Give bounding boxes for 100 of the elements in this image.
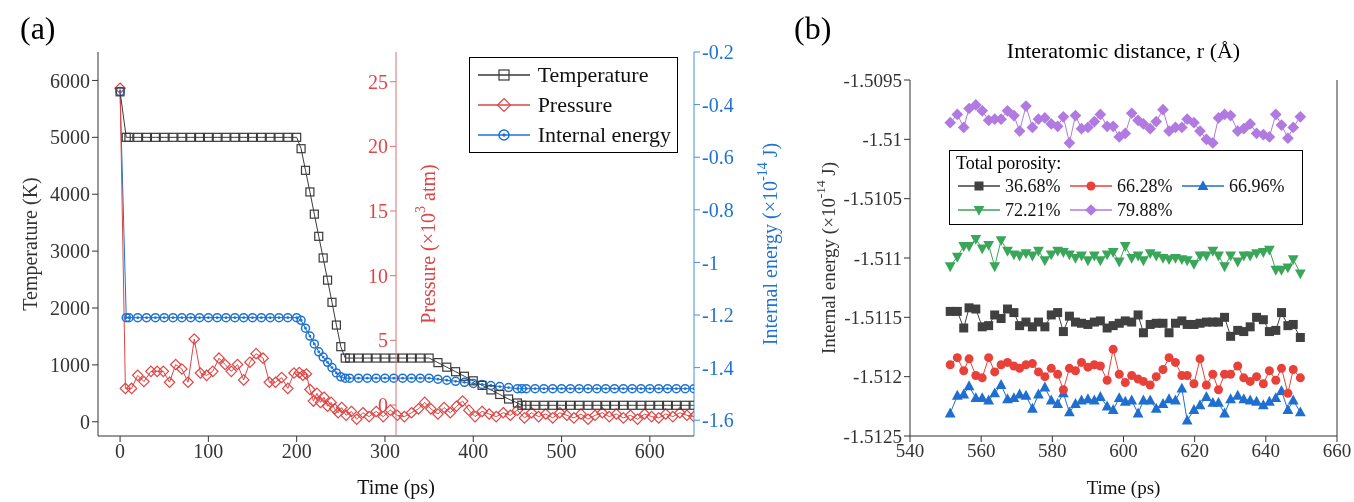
point — [1133, 310, 1143, 320]
point — [1063, 137, 1076, 149]
y2-tick-label: 15 — [368, 200, 388, 223]
point — [989, 387, 1001, 398]
y-tick-label: -1.5105 — [843, 188, 902, 210]
y-tick-label: -1.51 — [862, 129, 902, 151]
point — [1113, 392, 1125, 403]
point — [1064, 250, 1075, 261]
point — [1052, 398, 1064, 409]
point — [963, 380, 975, 391]
point — [951, 108, 964, 121]
legend-label: 72.21% — [1005, 199, 1061, 221]
point — [1195, 354, 1205, 364]
x-tick-label: 100 — [193, 440, 224, 463]
y2-tick-label: 20 — [368, 135, 388, 158]
point — [1214, 385, 1224, 395]
point — [1245, 376, 1255, 386]
y2-tick-label: 10 — [368, 264, 388, 287]
point — [1287, 255, 1299, 266]
point — [1181, 414, 1193, 425]
y2-tick-label: 25 — [368, 70, 388, 93]
point — [1225, 251, 1237, 262]
point — [1027, 359, 1037, 369]
point — [983, 240, 995, 251]
point — [1070, 398, 1081, 409]
point — [1157, 398, 1169, 409]
point — [952, 306, 962, 316]
y-axis-title: Temperature (K) — [19, 177, 42, 311]
point — [952, 353, 962, 363]
point — [1095, 361, 1105, 371]
point — [1276, 308, 1286, 318]
point — [1245, 322, 1255, 332]
x-axis-title: Time (ps) — [357, 476, 435, 499]
point — [1208, 369, 1218, 379]
x-tick-label: 660 — [1322, 440, 1352, 462]
y-tick-label: -1.5115 — [844, 307, 902, 329]
point — [970, 234, 982, 245]
point — [990, 367, 1000, 377]
point — [1046, 363, 1056, 373]
point — [959, 323, 969, 333]
point — [1144, 122, 1157, 135]
point — [1125, 107, 1138, 120]
point — [984, 353, 994, 363]
point — [1070, 366, 1080, 376]
point — [1219, 262, 1230, 273]
point — [1226, 369, 1236, 379]
point — [1039, 256, 1051, 267]
point — [1251, 395, 1262, 406]
text: (b) — [794, 10, 832, 47]
point — [1188, 404, 1200, 414]
point — [1158, 318, 1168, 328]
point — [944, 116, 957, 129]
point — [1213, 251, 1224, 262]
point — [983, 394, 995, 405]
y-tick-label: -1.512 — [852, 366, 902, 388]
point — [996, 314, 1006, 324]
point — [1270, 392, 1282, 403]
point — [1138, 376, 1148, 386]
point — [1026, 121, 1039, 134]
point — [945, 360, 955, 370]
point — [1008, 109, 1020, 122]
point — [1157, 103, 1169, 116]
x-tick-label: 600 — [1109, 440, 1138, 462]
point — [1053, 308, 1063, 318]
point — [1094, 108, 1107, 121]
point — [1258, 315, 1268, 325]
point — [995, 236, 1007, 247]
point — [1145, 380, 1155, 390]
y3-tick-label: -0.6 — [702, 146, 734, 169]
point — [1201, 390, 1212, 401]
chart-title: Interatomic distance, r (Å) — [1005, 38, 1242, 64]
x-tick-label: 400 — [458, 440, 489, 463]
point — [1164, 353, 1174, 363]
y-tick-label: 3000 — [50, 240, 90, 263]
point — [1264, 366, 1274, 376]
point — [1294, 406, 1306, 417]
point — [1138, 256, 1149, 267]
y3-tick-label: -0.2 — [702, 41, 734, 64]
point — [1045, 250, 1057, 261]
point — [1252, 372, 1262, 382]
point — [969, 99, 982, 111]
point — [1276, 363, 1286, 373]
point — [1082, 256, 1094, 267]
y-tick-label: 4000 — [50, 183, 90, 206]
y3-tick-label: -1.2 — [702, 304, 734, 327]
point — [1033, 388, 1044, 399]
point — [1001, 105, 1014, 117]
point — [1120, 378, 1130, 388]
point — [976, 105, 989, 117]
y-tick-label: -1.511 — [853, 247, 902, 269]
x-axis-title: Time (ps) — [1086, 477, 1161, 499]
point — [1058, 327, 1068, 337]
point — [1127, 317, 1137, 327]
point — [989, 262, 1001, 273]
point — [1033, 246, 1044, 257]
point — [1144, 394, 1156, 405]
point — [1138, 328, 1148, 338]
point — [1220, 312, 1230, 322]
point — [1108, 344, 1118, 354]
point — [1288, 365, 1298, 375]
